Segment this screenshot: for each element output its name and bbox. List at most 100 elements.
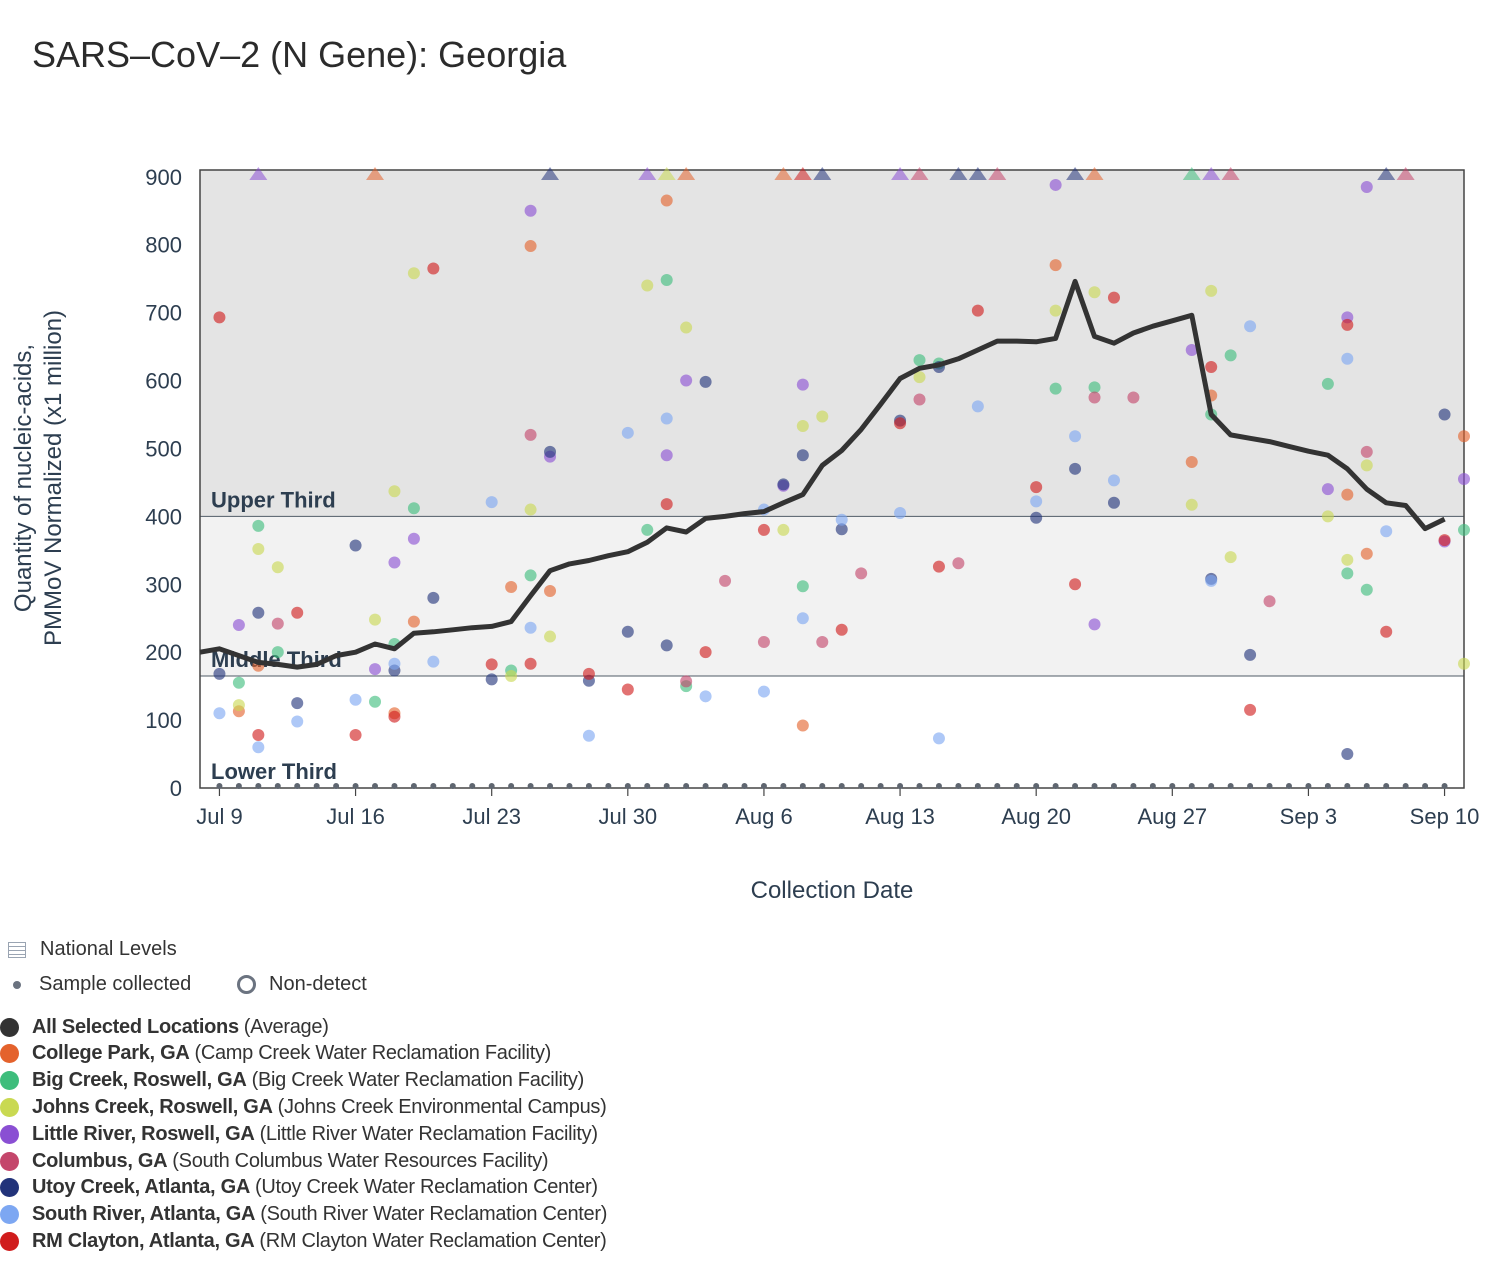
off-scale-marker <box>793 167 812 180</box>
data-point <box>952 557 965 570</box>
data-point <box>427 262 440 275</box>
y-tick-label: 200 <box>145 640 182 665</box>
sample-collected-dot <box>255 783 262 789</box>
data-point <box>796 378 809 391</box>
legend-color-dot-icon <box>0 1071 19 1091</box>
legend-sample-collected: Sample collected <box>8 973 191 996</box>
data-point <box>680 374 693 387</box>
sample-collected-dot <box>430 783 437 789</box>
y-tick-label: 0 <box>170 776 182 801</box>
data-point <box>796 719 809 732</box>
data-point <box>544 445 557 458</box>
sample-collected-dot <box>722 783 729 789</box>
legend-item[interactable]: Johns Creek, Roswell, GA (Johns Creek Env… <box>0 1094 607 1120</box>
off-scale-marker <box>1066 167 1085 180</box>
data-point <box>1244 703 1257 716</box>
data-point <box>913 371 926 384</box>
x-tick-label: Jul 16 <box>326 804 385 829</box>
series-7 <box>213 167 1451 742</box>
legend-color-dot-icon <box>0 1124 19 1144</box>
off-scale-marker <box>677 167 696 180</box>
legend-item[interactable]: Big Creek, Roswell, GA (Big Creek Water R… <box>0 1068 584 1094</box>
band-label-0: Upper Third <box>211 487 336 512</box>
data-point <box>796 449 809 462</box>
legend-item[interactable]: College Park, GA (Camp Creek Water Reclam… <box>0 1041 551 1067</box>
legend-national-levels-label: National Levels <box>40 938 177 960</box>
data-point <box>271 561 284 574</box>
data-point <box>777 478 790 491</box>
data-point <box>407 532 420 545</box>
legend-item[interactable]: RM Clayton, Atlanta, GA (RM Clayton Water… <box>0 1228 607 1254</box>
y-axis-title-line: PMMoV Normalized (x1 million) <box>40 310 67 646</box>
sample-collected-dot <box>527 783 534 789</box>
data-point <box>582 667 595 680</box>
sample-collected-dot <box>683 783 690 789</box>
sample-collected-dot <box>819 783 826 789</box>
off-scale-marker <box>638 167 657 180</box>
legend-item[interactable]: All Selected Locations (Average) <box>0 1014 329 1040</box>
data-point <box>1127 391 1140 404</box>
data-point <box>1341 567 1354 580</box>
legend-item-site: (South River Water Reclamation Center) <box>260 1203 608 1226</box>
data-point <box>407 615 420 628</box>
series-2 <box>232 167 1470 712</box>
data-point <box>894 506 907 519</box>
sample-collected-dot <box>1033 783 1040 789</box>
data-point <box>621 625 634 638</box>
data-point <box>660 639 673 652</box>
data-point <box>544 585 557 598</box>
data-point <box>1030 511 1043 524</box>
data-point <box>1360 547 1373 560</box>
legend-sample-collected-label: Sample collected <box>39 973 192 995</box>
data-point <box>621 683 634 696</box>
sample-collected-dot <box>702 783 709 789</box>
legend-item[interactable]: South River, Atlanta, GA (South River Wat… <box>0 1202 607 1228</box>
data-point <box>1088 618 1101 631</box>
data-point <box>1341 553 1354 566</box>
band-0 <box>200 170 1464 517</box>
data-point <box>757 523 770 536</box>
data-point <box>1088 391 1101 404</box>
data-point <box>757 685 770 698</box>
legend-item[interactable]: Utoy Creek, Atlanta, GA (Utoy Creek Water… <box>0 1175 598 1201</box>
legend-color-dot-icon <box>0 1097 19 1117</box>
sample-collected-dot <box>352 783 359 789</box>
sample-collected-dot <box>1266 783 1273 789</box>
data-point <box>1107 291 1120 304</box>
sample-collected-dot <box>1013 783 1020 789</box>
data-point <box>213 707 226 720</box>
sample-collected-dot <box>858 783 865 789</box>
data-point <box>1341 748 1354 761</box>
data-point <box>524 621 537 634</box>
off-scale-marker <box>1182 167 1201 180</box>
legend-item[interactable]: Little River, Roswell, GA (Little River W… <box>0 1121 598 1147</box>
sample-collected-dot <box>1169 783 1176 789</box>
data-point <box>252 542 265 555</box>
sample-collected-dot <box>780 783 787 789</box>
legend-national-levels[interactable]: National Levels <box>8 938 177 961</box>
sample-collected-dot <box>1130 783 1137 789</box>
data-point <box>1360 459 1373 472</box>
sample-collected-dot <box>449 783 456 789</box>
band-1 <box>200 516 1464 676</box>
legend-item-name: RM Clayton, Atlanta, GA <box>32 1229 255 1252</box>
sample-collected-dot <box>1188 783 1195 789</box>
legend-item-site: (Utoy Creek Water Reclamation Center) <box>254 1176 598 1199</box>
legend-item-site: (South Columbus Water Resources Facility… <box>172 1149 549 1172</box>
data-point <box>1244 320 1257 333</box>
data-point <box>388 710 401 723</box>
y-tick-label: 500 <box>145 436 182 461</box>
sample-collected-dot <box>1072 783 1079 789</box>
sample-collected-dot <box>1091 783 1098 789</box>
data-point <box>894 417 907 430</box>
legend-color-dot-icon <box>0 1231 19 1251</box>
data-point <box>1321 483 1334 496</box>
legend-item[interactable]: Columbus, GA (South Columbus Water Resour… <box>0 1148 549 1174</box>
data-point <box>1049 382 1062 395</box>
data-point <box>660 274 673 287</box>
data-point <box>427 591 440 604</box>
data-point <box>524 657 537 670</box>
data-point <box>1088 286 1101 299</box>
data-point <box>757 635 770 648</box>
data-point <box>1049 259 1062 272</box>
